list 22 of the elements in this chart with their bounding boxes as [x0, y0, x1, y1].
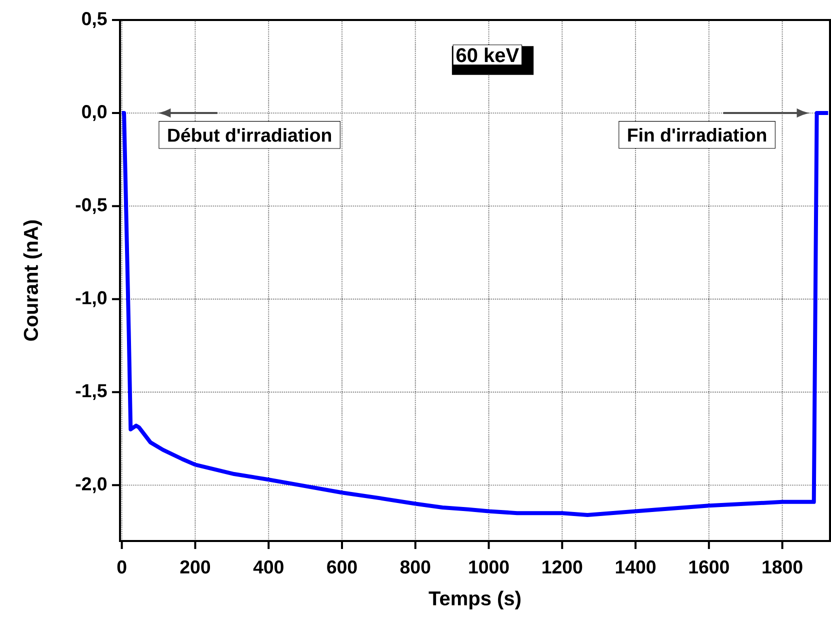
x-tick-label: 1400 [616, 560, 656, 574]
y-tick-label: 0,0 [82, 105, 107, 121]
y-tick-label: -1,0 [76, 291, 107, 308]
x-tick-label: 200 [180, 560, 210, 574]
x-tick-label: 1200 [542, 560, 582, 574]
x-tick-label: 400 [253, 560, 284, 574]
x-tick-label: 0 [117, 560, 126, 574]
x-axis-title: Temps (s) [428, 590, 520, 610]
x-tick-label: 600 [327, 560, 357, 574]
y-tick-label: -0,5 [76, 198, 107, 214]
y-tick-label: 0,5 [82, 12, 107, 28]
y-axis-title: Courant (nA) [23, 220, 42, 341]
annotation: Début d'irradiation [168, 128, 331, 142]
x-tick-label: 1600 [689, 560, 729, 574]
x-tick-label: 1800 [762, 560, 802, 574]
line-series [120, 111, 830, 517]
annotation: Fin d'irradiation [628, 128, 766, 142]
x-tick-label: 800 [400, 560, 430, 574]
y-tick-label: -1,5 [76, 384, 107, 400]
y-tick-label: -2,0 [76, 477, 107, 494]
x-tick-label: 1000 [469, 560, 509, 574]
text: 60 keV [456, 48, 519, 62]
